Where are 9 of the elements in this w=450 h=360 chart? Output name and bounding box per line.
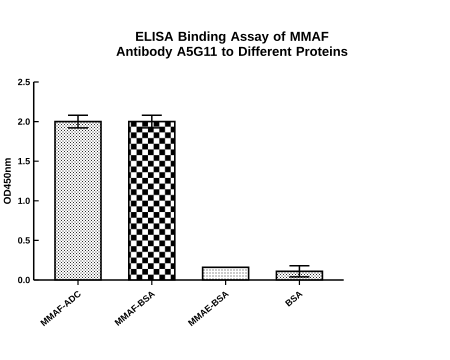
y-tick-label: 0.5 <box>18 237 30 244</box>
chart-title: ELISA Binding Assay of MMAF Antibody A5G11 to Different Proteins <box>116 31 348 59</box>
y-tick-label: 2.5 <box>18 78 30 86</box>
y-tick-label: 0.0 <box>18 276 30 284</box>
y-axis-title: OD450nm <box>4 158 11 204</box>
y-tick-label: 1.5 <box>18 158 30 164</box>
x-tick-label: BSA <box>284 292 303 307</box>
y-tick-label: 1.0 <box>18 198 30 204</box>
y-tick-label: 2.0 <box>18 118 30 125</box>
